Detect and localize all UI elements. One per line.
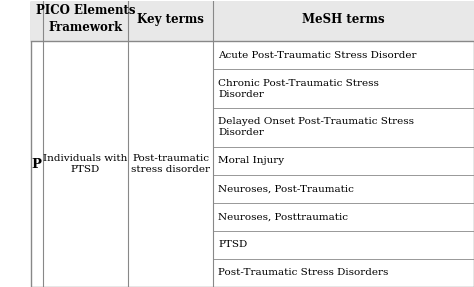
Text: Neuroses, Posttraumatic: Neuroses, Posttraumatic [218, 212, 348, 221]
Text: MeSH terms: MeSH terms [302, 13, 385, 26]
Text: P: P [32, 158, 42, 170]
Text: PICO Elements
Framework: PICO Elements Framework [36, 4, 135, 34]
Text: Delayed Onset Post-Traumatic Stress
Disorder: Delayed Onset Post-Traumatic Stress Diso… [218, 117, 414, 137]
Text: Individuals with
PTSD: Individuals with PTSD [43, 154, 128, 174]
Text: Neuroses, Post-Traumatic: Neuroses, Post-Traumatic [218, 184, 354, 193]
Bar [31, 1, 474, 41]
Text: Post-Traumatic Stress Disorders: Post-Traumatic Stress Disorders [218, 268, 388, 278]
Text: Moral Injury: Moral Injury [218, 156, 284, 165]
Text: Post-traumatic
stress disorder: Post-traumatic stress disorder [131, 154, 210, 174]
Text: Chronic Post-Traumatic Stress
Disorder: Chronic Post-Traumatic Stress Disorder [218, 79, 379, 99]
Text: Key terms: Key terms [137, 13, 204, 26]
Text: Acute Post-Traumatic Stress Disorder: Acute Post-Traumatic Stress Disorder [218, 51, 417, 60]
Text: PTSD: PTSD [218, 241, 247, 249]
